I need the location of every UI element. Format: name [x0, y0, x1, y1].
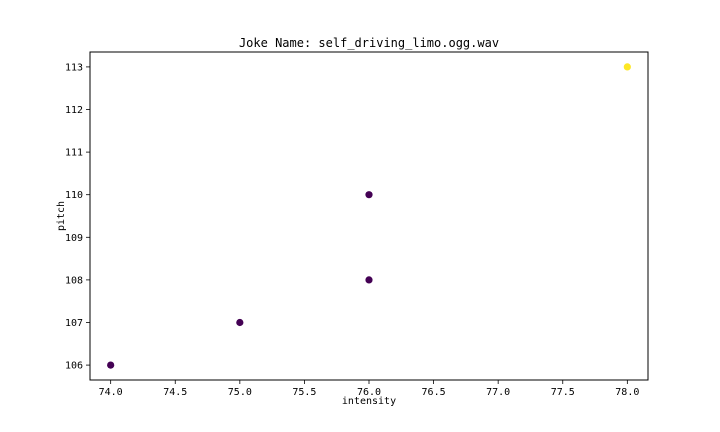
x-tick-label: 77.5: [551, 387, 575, 398]
y-tick-label: 110: [65, 190, 83, 201]
y-axis-ticks: 106 107 108 109 110 111 112 113: [65, 62, 90, 372]
chart-title: Joke Name: self_driving_limo.ogg.wav: [239, 36, 499, 50]
y-tick-label: 113: [65, 62, 83, 73]
x-axis-ticks: 74.0 74.5 75.0 75.5 76.0 76.5 77.0 77.5 78.0: [99, 380, 639, 398]
plot-area-frame: [89, 51, 649, 381]
y-tick-label: 108: [65, 275, 83, 286]
scatter-point: [107, 361, 115, 369]
scatter-point: [623, 63, 631, 71]
x-tick-label: 78.0: [615, 387, 639, 398]
scatter-point: [365, 191, 373, 199]
scatter-point: [365, 276, 373, 284]
x-tick-label: 75.0: [228, 387, 252, 398]
x-tick-label: 74.5: [163, 387, 187, 398]
x-tick-label: 77.0: [486, 387, 510, 398]
data-points: [107, 63, 631, 369]
y-tick-label: 112: [65, 105, 83, 116]
y-axis-label: pitch: [56, 201, 67, 231]
x-tick-label: 76.5: [422, 387, 446, 398]
scatter-point: [236, 318, 244, 327]
y-tick-label: 107: [65, 318, 83, 329]
y-tick-label: 109: [65, 233, 83, 244]
x-tick-label: 75.5: [292, 387, 316, 398]
x-axis-label: intensity: [342, 396, 396, 407]
x-tick-label: 74.0: [99, 387, 123, 398]
y-tick-label: 106: [65, 361, 83, 372]
y-tick-label: 111: [65, 148, 83, 159]
x-tick-label: 76.0: [357, 387, 381, 398]
